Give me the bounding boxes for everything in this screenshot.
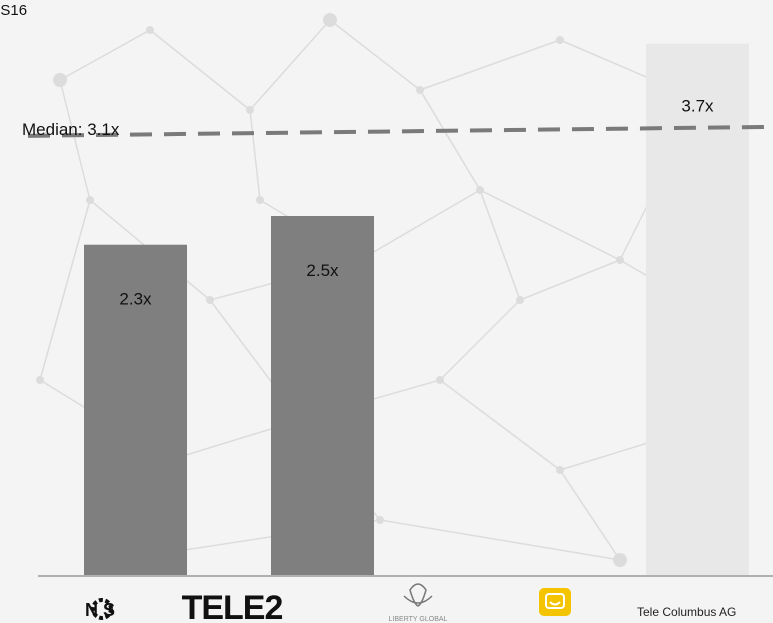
network-link [359,189,481,261]
network-node [256,196,264,204]
network-link [479,189,521,301]
liberty-global-text: LIBERTY GLOBAL [389,616,448,623]
nos-logo: N S [85,598,115,620]
corner-label: LS16 [0,2,27,19]
network-link [419,39,561,91]
tele-columbus-logo: Tele Columbus AG [637,605,736,619]
median-reference: Median: 3.1x [22,120,773,139]
network-link [559,469,621,561]
network-node [86,196,94,204]
bar-tele2 [271,216,374,575]
nos-logo-ring-icon [91,598,113,620]
median-label: Median: 3.1x [22,120,120,139]
company-logos: N S TELE2 LIBERTY GLOBAL Tele Columbus A… [85,583,736,623]
network-node [416,86,424,94]
network-node [476,186,484,194]
network-node [206,296,214,304]
network-node [246,106,254,114]
bar-value-label: 2.5x [306,261,339,280]
network-node [146,26,154,34]
network-node [616,256,624,264]
bars: 2.3x2.5x3.7x3.9x [84,43,749,576]
liberty-emblem-icon [409,583,427,607]
network-link [39,199,91,381]
telenet-face-icon [545,593,565,609]
bar-nos [84,244,187,575]
network-link [439,299,521,381]
network-link [149,29,251,111]
median-line [27,124,773,138]
network-link [329,19,421,91]
telenet-smile-icon [549,601,561,606]
telenet-logo [539,588,571,616]
network-node [516,296,524,304]
network-link [439,379,561,471]
tele2-logo: TELE2 [182,589,283,623]
liberty-global-logo: LIBERTY GLOBAL [389,583,448,623]
bar-telenet [646,43,749,576]
network-link [419,89,481,191]
network-link [59,29,151,81]
network-link [249,19,331,111]
bar-value-label: 3.7x [681,97,714,116]
network-node [53,73,67,87]
telenet-logo-icon [539,588,571,616]
network-link [379,519,621,561]
network-link [479,189,621,261]
network-node [556,36,564,44]
liberty-emblem-arc-icon [403,595,433,604]
network-link [519,259,621,301]
network-node [556,466,564,474]
network-link [249,109,261,201]
network-node [323,13,337,27]
network-node [613,553,627,567]
bar-value-label: 2.3x [119,290,152,309]
network-node [376,516,384,524]
network-node [436,376,444,384]
network-link [59,79,91,201]
network-node [36,376,44,384]
